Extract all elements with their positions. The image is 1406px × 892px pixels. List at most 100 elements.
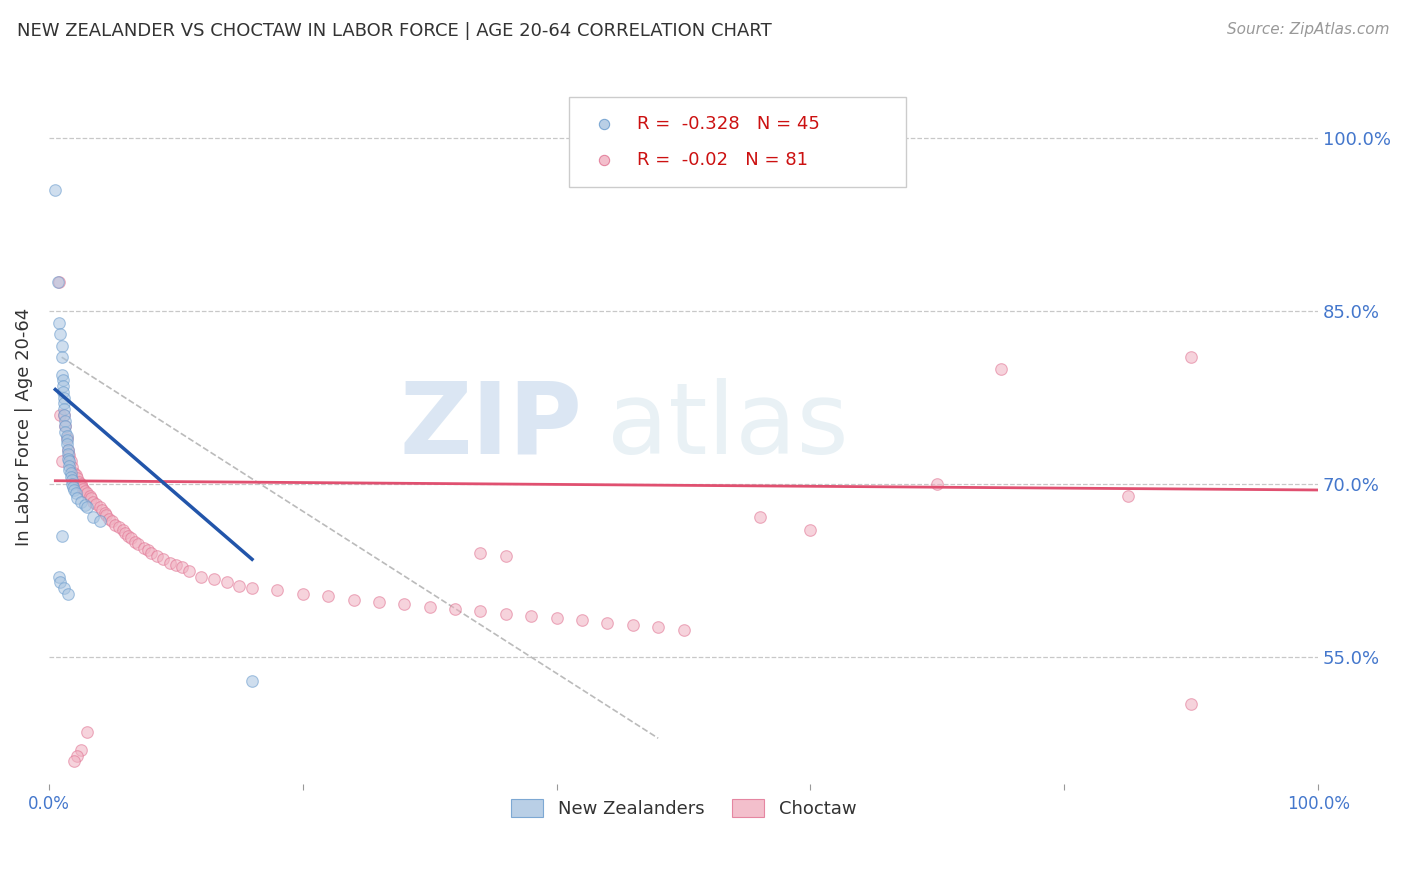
Point [48,275,70,289]
Point [63,466,86,480]
Point [82,494,104,508]
Point [59,466,82,480]
Point [62,479,84,493]
Text: NEW ZEALANDER VS CHOCTAW IN LABOR FORCE | AGE 20-64 CORRELATION CHART: NEW ZEALANDER VS CHOCTAW IN LABOR FORCE … [17,22,772,40]
Point [104,517,127,532]
Point [139,547,162,561]
Point [79,489,101,503]
Point [48,569,70,583]
Point [316,589,339,603]
Point [228,579,250,593]
Point [94,506,117,520]
Point [70,479,93,493]
Point [927,477,949,491]
Point [136,543,159,558]
Point [49,327,72,342]
Point [63,483,86,497]
Point [368,595,391,609]
Text: atlas: atlas [607,378,849,475]
Point [66,491,89,505]
Point [69,477,91,491]
Point [56,451,79,466]
Point [60,477,83,491]
Point [55,428,77,442]
Point [470,604,492,618]
Point [146,549,169,563]
Point [55,419,77,434]
Point [56,442,79,457]
Point [495,549,517,563]
Point [190,569,212,583]
Point [63,755,86,769]
Point [172,560,194,574]
Point [55,431,77,445]
Point [73,498,96,512]
Point [672,623,695,637]
Point [647,620,669,634]
Point [990,361,1012,376]
Point [52,373,75,387]
Point [799,524,821,538]
Point [202,572,225,586]
Point [53,391,76,405]
Point [114,525,136,540]
Point [52,379,75,393]
FancyBboxPatch shape [569,97,905,186]
Point [56,447,79,461]
Point [621,618,644,632]
Point [291,587,314,601]
Point [592,219,614,234]
Point [55,419,77,434]
Point [94,508,117,523]
Point [596,615,619,630]
Point [49,408,72,422]
Point [121,532,143,546]
Point [89,514,111,528]
Point [72,482,94,496]
Point [65,486,87,500]
Point [177,564,200,578]
Point [48,316,70,330]
Point [111,524,134,538]
Point [101,514,124,528]
Point [127,537,149,551]
Point [1180,697,1202,711]
Point [53,581,76,595]
Point [1180,350,1202,364]
Point [58,454,80,468]
Text: R =  -0.02   N = 81: R = -0.02 N = 81 [637,151,807,169]
Point [89,500,111,515]
Point [51,454,73,468]
Point [394,597,416,611]
Point [80,491,103,505]
Point [58,463,80,477]
Text: R =  -0.328   N = 45: R = -0.328 N = 45 [637,115,820,133]
Point [91,502,114,516]
Point [84,497,107,511]
Point [67,475,90,489]
Point [69,494,91,508]
Point [97,512,120,526]
Point [165,558,187,572]
Point [134,541,156,555]
Point [159,556,181,570]
Point [59,454,82,468]
Point [66,748,89,763]
Point [76,725,98,739]
Legend: New Zealanders, Choctaw: New Zealanders, Choctaw [503,792,863,825]
Point [53,402,76,417]
Point [240,581,263,595]
Point [571,614,593,628]
Point [82,509,104,524]
Point [53,408,76,422]
Point [520,608,543,623]
Point [66,471,89,485]
Point [76,500,98,515]
Y-axis label: In Labor Force | Age 20-64: In Labor Force | Age 20-64 [15,308,32,546]
Point [51,368,73,382]
Point [419,599,441,614]
Point [124,535,146,549]
Point [56,587,79,601]
Point [1116,489,1139,503]
Point [51,529,73,543]
